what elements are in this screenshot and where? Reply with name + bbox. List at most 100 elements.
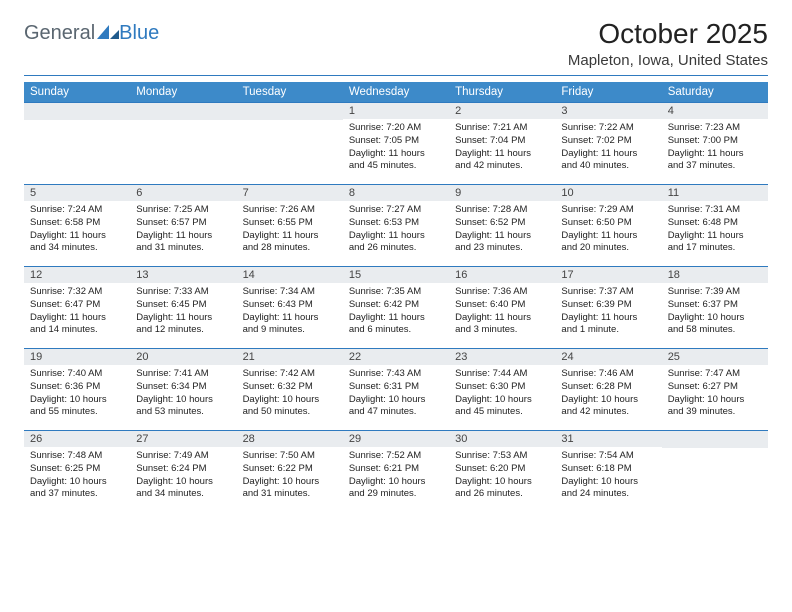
- calendar-cell: 17Sunrise: 7:37 AMSunset: 6:39 PMDayligh…: [555, 266, 661, 348]
- weekday-header: Sunday: [24, 82, 130, 102]
- day-details: Sunrise: 7:53 AMSunset: 6:20 PMDaylight:…: [449, 447, 555, 507]
- sunset-text: Sunset: 6:58 PM: [30, 217, 124, 230]
- sunrise-text: Sunrise: 7:41 AM: [136, 368, 230, 381]
- day-details: Sunrise: 7:50 AMSunset: 6:22 PMDaylight:…: [237, 447, 343, 507]
- sunset-text: Sunset: 6:50 PM: [561, 217, 655, 230]
- day-number: 2: [449, 102, 555, 119]
- calendar: SundayMondayTuesdayWednesdayThursdayFrid…: [24, 82, 768, 512]
- calendar-cell: 21Sunrise: 7:42 AMSunset: 6:32 PMDayligh…: [237, 348, 343, 430]
- day-details: Sunrise: 7:23 AMSunset: 7:00 PMDaylight:…: [662, 119, 768, 179]
- sunrise-text: Sunrise: 7:48 AM: [30, 450, 124, 463]
- day-details: Sunrise: 7:43 AMSunset: 6:31 PMDaylight:…: [343, 365, 449, 425]
- daylight-text: Daylight: 11 hours and 26 minutes.: [349, 230, 443, 256]
- calendar-cell: 29Sunrise: 7:52 AMSunset: 6:21 PMDayligh…: [343, 430, 449, 512]
- day-number: 8: [343, 184, 449, 201]
- sunset-text: Sunset: 6:43 PM: [243, 299, 337, 312]
- calendar-cell: 7Sunrise: 7:26 AMSunset: 6:55 PMDaylight…: [237, 184, 343, 266]
- day-number: 10: [555, 184, 661, 201]
- calendar-cell-empty: [237, 102, 343, 184]
- day-number: 30: [449, 430, 555, 447]
- sunset-text: Sunset: 6:52 PM: [455, 217, 549, 230]
- calendar-cell: 15Sunrise: 7:35 AMSunset: 6:42 PMDayligh…: [343, 266, 449, 348]
- day-details: Sunrise: 7:35 AMSunset: 6:42 PMDaylight:…: [343, 283, 449, 343]
- calendar-cell-empty: [24, 102, 130, 184]
- daylight-text: Daylight: 11 hours and 23 minutes.: [455, 230, 549, 256]
- day-details: Sunrise: 7:44 AMSunset: 6:30 PMDaylight:…: [449, 365, 555, 425]
- calendar-cell: 23Sunrise: 7:44 AMSunset: 6:30 PMDayligh…: [449, 348, 555, 430]
- sunrise-text: Sunrise: 7:34 AM: [243, 286, 337, 299]
- day-number: 22: [343, 348, 449, 365]
- day-number: 27: [130, 430, 236, 447]
- day-details: Sunrise: 7:34 AMSunset: 6:43 PMDaylight:…: [237, 283, 343, 343]
- weekday-header: Tuesday: [237, 82, 343, 102]
- daylight-text: Daylight: 10 hours and 47 minutes.: [349, 394, 443, 420]
- sunset-text: Sunset: 6:55 PM: [243, 217, 337, 230]
- day-number: 19: [24, 348, 130, 365]
- calendar-week: 26Sunrise: 7:48 AMSunset: 6:25 PMDayligh…: [24, 430, 768, 512]
- calendar-cell: 3Sunrise: 7:22 AMSunset: 7:02 PMDaylight…: [555, 102, 661, 184]
- day-number: 12: [24, 266, 130, 283]
- day-details: Sunrise: 7:47 AMSunset: 6:27 PMDaylight:…: [662, 365, 768, 425]
- day-details: Sunrise: 7:32 AMSunset: 6:47 PMDaylight:…: [24, 283, 130, 343]
- weekday-header: Saturday: [662, 82, 768, 102]
- logo-text-blue: Blue: [119, 22, 159, 45]
- day-details: Sunrise: 7:28 AMSunset: 6:52 PMDaylight:…: [449, 201, 555, 261]
- day-number: 24: [555, 348, 661, 365]
- day-number: 29: [343, 430, 449, 447]
- calendar-cell: 26Sunrise: 7:48 AMSunset: 6:25 PMDayligh…: [24, 430, 130, 512]
- sunrise-text: Sunrise: 7:29 AM: [561, 204, 655, 217]
- day-number: 7: [237, 184, 343, 201]
- day-details: Sunrise: 7:49 AMSunset: 6:24 PMDaylight:…: [130, 447, 236, 507]
- day-details: Sunrise: 7:37 AMSunset: 6:39 PMDaylight:…: [555, 283, 661, 343]
- daylight-text: Daylight: 10 hours and 37 minutes.: [30, 476, 124, 502]
- day-number: 5: [24, 184, 130, 201]
- calendar-cell: 16Sunrise: 7:36 AMSunset: 6:40 PMDayligh…: [449, 266, 555, 348]
- daylight-text: Daylight: 10 hours and 55 minutes.: [30, 394, 124, 420]
- daylight-text: Daylight: 11 hours and 45 minutes.: [349, 148, 443, 174]
- sunrise-text: Sunrise: 7:32 AM: [30, 286, 124, 299]
- sunrise-text: Sunrise: 7:52 AM: [349, 450, 443, 463]
- sunrise-text: Sunrise: 7:42 AM: [243, 368, 337, 381]
- day-number: 16: [449, 266, 555, 283]
- sunrise-text: Sunrise: 7:27 AM: [349, 204, 443, 217]
- sunset-text: Sunset: 6:28 PM: [561, 381, 655, 394]
- daylight-text: Daylight: 10 hours and 45 minutes.: [455, 394, 549, 420]
- daylight-text: Daylight: 11 hours and 3 minutes.: [455, 312, 549, 338]
- sunrise-text: Sunrise: 7:20 AM: [349, 122, 443, 135]
- daylight-text: Daylight: 11 hours and 34 minutes.: [30, 230, 124, 256]
- calendar-cell: 8Sunrise: 7:27 AMSunset: 6:53 PMDaylight…: [343, 184, 449, 266]
- sunrise-text: Sunrise: 7:26 AM: [243, 204, 337, 217]
- weekday-header: Monday: [130, 82, 236, 102]
- sunset-text: Sunset: 6:39 PM: [561, 299, 655, 312]
- calendar-cell: 2Sunrise: 7:21 AMSunset: 7:04 PMDaylight…: [449, 102, 555, 184]
- day-details: Sunrise: 7:33 AMSunset: 6:45 PMDaylight:…: [130, 283, 236, 343]
- day-details: Sunrise: 7:41 AMSunset: 6:34 PMDaylight:…: [130, 365, 236, 425]
- day-details: Sunrise: 7:25 AMSunset: 6:57 PMDaylight:…: [130, 201, 236, 261]
- daylight-text: Daylight: 11 hours and 14 minutes.: [30, 312, 124, 338]
- day-details: Sunrise: 7:31 AMSunset: 6:48 PMDaylight:…: [662, 201, 768, 261]
- sunrise-text: Sunrise: 7:47 AM: [668, 368, 762, 381]
- weekday-header: Thursday: [449, 82, 555, 102]
- sunset-text: Sunset: 6:22 PM: [243, 463, 337, 476]
- sunrise-text: Sunrise: 7:43 AM: [349, 368, 443, 381]
- sunset-text: Sunset: 6:25 PM: [30, 463, 124, 476]
- sunset-text: Sunset: 6:47 PM: [30, 299, 124, 312]
- day-number: 14: [237, 266, 343, 283]
- sunset-text: Sunset: 7:05 PM: [349, 135, 443, 148]
- day-number: 1: [343, 102, 449, 119]
- sunrise-text: Sunrise: 7:31 AM: [668, 204, 762, 217]
- day-number: 25: [662, 348, 768, 365]
- calendar-cell: 31Sunrise: 7:54 AMSunset: 6:18 PMDayligh…: [555, 430, 661, 512]
- daylight-text: Daylight: 11 hours and 9 minutes.: [243, 312, 337, 338]
- day-number: 15: [343, 266, 449, 283]
- calendar-cell: 27Sunrise: 7:49 AMSunset: 6:24 PMDayligh…: [130, 430, 236, 512]
- sunrise-text: Sunrise: 7:54 AM: [561, 450, 655, 463]
- sunset-text: Sunset: 7:04 PM: [455, 135, 549, 148]
- day-number: [662, 430, 768, 448]
- sunrise-text: Sunrise: 7:39 AM: [668, 286, 762, 299]
- header: General Blue October 2025 Mapleton, Iowa…: [24, 18, 768, 69]
- sunrise-text: Sunrise: 7:28 AM: [455, 204, 549, 217]
- calendar-cell: 12Sunrise: 7:32 AMSunset: 6:47 PMDayligh…: [24, 266, 130, 348]
- calendar-week: 19Sunrise: 7:40 AMSunset: 6:36 PMDayligh…: [24, 348, 768, 430]
- daylight-text: Daylight: 10 hours and 39 minutes.: [668, 394, 762, 420]
